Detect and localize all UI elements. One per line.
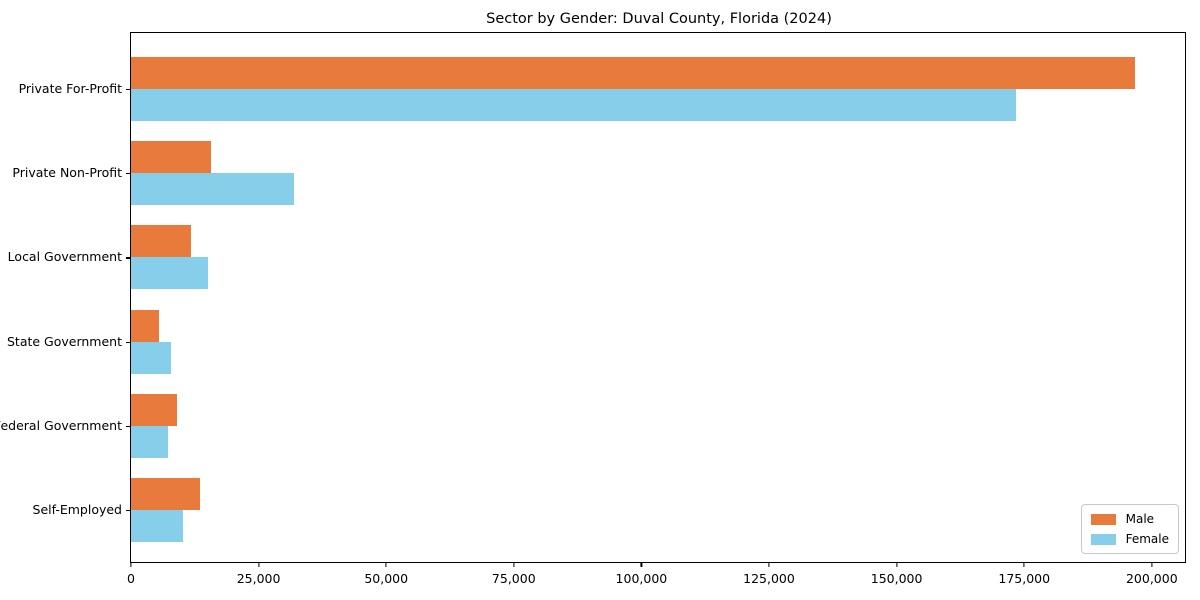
bar-female-local-government: [131, 257, 208, 290]
y-tick-label-self-employed: Self-Employed: [32, 502, 122, 517]
y-tick-federal-government: [126, 425, 130, 427]
plot-area: Private For-Profit Private Non-Profit Loca…: [0, 32, 1186, 586]
bar-male-state-government: [131, 309, 159, 342]
legend-swatch-male: [1090, 513, 1116, 525]
x-tick-label-25000: 25,000: [236, 571, 281, 586]
bar-male-private-non-profit: [131, 141, 211, 174]
y-tick-label-federal-government: Federal Government: [0, 417, 122, 433]
x-tick-150000: [896, 563, 898, 567]
x-tick-label-100000: 100,000: [615, 571, 668, 586]
chart-title: Sector by Gender: Duval County, Florida …: [486, 11, 832, 27]
x-tick-125000: [768, 563, 770, 567]
bar-female-private-non-profit: [131, 173, 295, 206]
legend-label-female: Female: [1125, 532, 1169, 546]
x-tick-label-200000: 200,000: [1125, 571, 1178, 586]
legend-item-female: Female: [1090, 532, 1169, 546]
y-tick-private-non-profit: [126, 173, 130, 175]
bar-male-federal-government: [131, 393, 177, 426]
y-tick-self-employed: [126, 510, 130, 512]
y-tick-label-local-government: Local Government: [7, 249, 122, 265]
y-tick-label-state-government: State Government: [6, 333, 122, 349]
x-tick-label-75000: 75,000: [491, 571, 536, 586]
y-tick-label-private-non-profit: Private Non-Profit: [12, 165, 122, 181]
x-tick-label-175000: 175,000: [998, 571, 1051, 586]
bar-female-self-employed: [131, 510, 184, 542]
y-tick-local-government: [126, 257, 130, 259]
x-tick-label-125000: 125,000: [743, 571, 795, 586]
x-tick-200000: [1151, 563, 1153, 567]
bar-male-private-for-profit: [131, 57, 1135, 89]
x-tick-25000: [258, 563, 260, 567]
x-tick-175000: [1023, 563, 1025, 567]
bar-female-state-government: [131, 341, 172, 374]
bar-female-federal-government: [131, 425, 168, 458]
bar-male-self-employed: [131, 478, 200, 510]
bar-male-local-government: [131, 225, 192, 258]
y-tick-state-government: [126, 341, 130, 343]
y-tick-private-for-profit: [126, 89, 130, 91]
legend-item-male: Male: [1090, 512, 1169, 526]
x-tick-0: [130, 563, 132, 567]
x-tick-100000: [640, 563, 642, 567]
legend: Male Female: [1080, 504, 1179, 554]
x-tick-label-50000: 50,000: [364, 571, 409, 586]
y-tick-label-private-for-profit: Private For-Profit: [18, 81, 122, 96]
x-tick-50000: [385, 563, 387, 567]
x-tick-label-0: 0: [127, 571, 135, 586]
legend-swatch-female: [1090, 533, 1116, 545]
legend-label-male: Male: [1125, 512, 1155, 526]
x-tick-label-150000: 150,000: [870, 571, 923, 586]
x-tick-75000: [513, 563, 515, 567]
bar-female-private-for-profit: [131, 89, 1016, 121]
